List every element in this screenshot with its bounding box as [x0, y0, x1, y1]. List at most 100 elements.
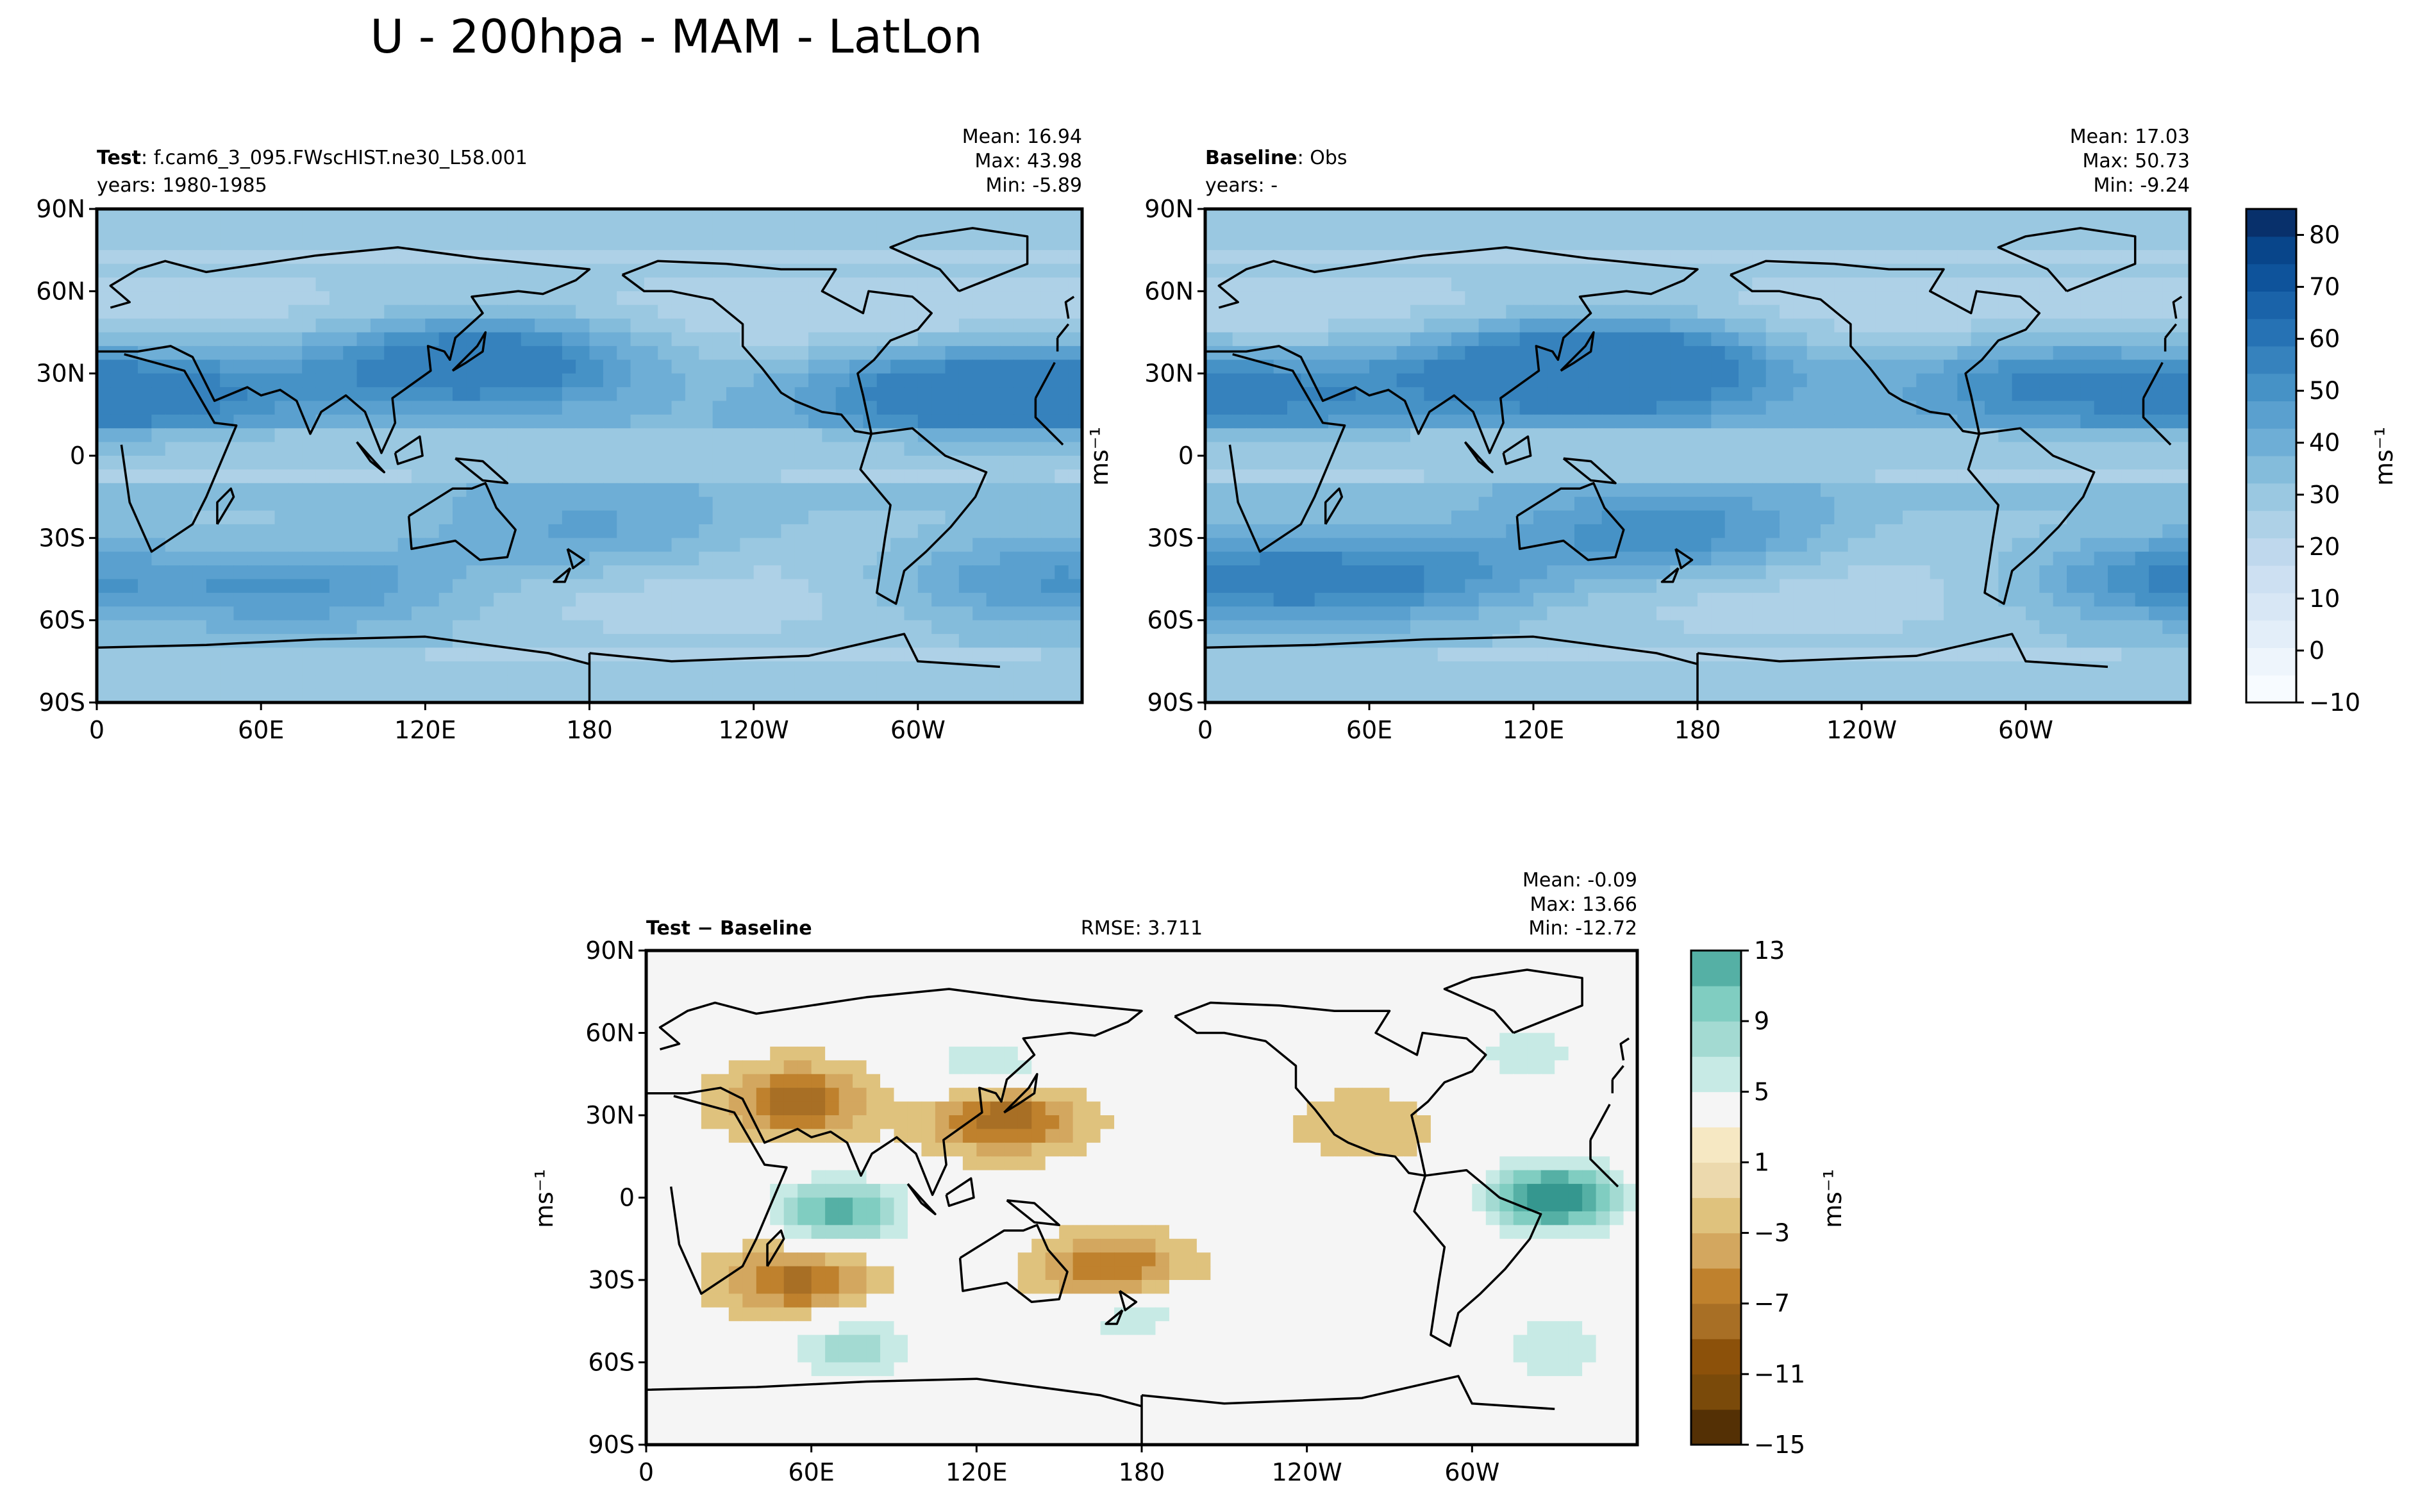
test-field-cell: [521, 415, 535, 429]
baseline-field-cell: [1752, 552, 1766, 566]
baseline-field-cell: [1780, 538, 1794, 552]
baseline-field-cell: [1766, 456, 1780, 470]
test-field-cell: [699, 524, 713, 538]
baseline-field-cell: [1383, 237, 1397, 251]
test-field-cell: [672, 620, 686, 635]
baseline-field-cell: [1479, 565, 1493, 579]
baseline-field-cell: [1246, 620, 1260, 635]
baseline-field-cell: [1479, 552, 1493, 566]
baseline-field-cell: [1698, 291, 1712, 305]
test-field-cell: [1028, 469, 1042, 483]
baseline-field-cell: [1821, 319, 1835, 333]
test-field-cell: [822, 579, 836, 594]
test-field-cell: [658, 593, 672, 607]
test-field-cell: [192, 689, 206, 703]
baseline-field-cell: [1287, 469, 1301, 483]
test-field-cell: [1069, 524, 1083, 538]
baseline-field-cell: [1342, 511, 1356, 525]
baseline-field-cell: [1793, 469, 1807, 483]
baseline-field-cell: [1725, 469, 1739, 483]
test-field-cell: [302, 497, 316, 511]
test-field-cell: [535, 634, 549, 648]
baseline-field-cell: [2135, 401, 2149, 415]
baseline-field-cell: [1424, 264, 1438, 278]
baseline-field-cell: [1848, 209, 1862, 223]
test-field-cell: [275, 579, 289, 594]
baseline-field-cell: [1834, 360, 1848, 374]
baseline-field-cell: [1944, 319, 1958, 333]
test-field-cell: [946, 305, 960, 319]
baseline-field-cell: [2176, 634, 2190, 648]
test-field-cell: [247, 442, 262, 456]
baseline-field-cell: [1848, 565, 1862, 579]
baseline-field-cell: [1711, 222, 1725, 237]
test-field-cell: [288, 442, 303, 456]
test-field-cell: [398, 319, 412, 333]
test-field-cell: [877, 620, 891, 635]
test-field-cell: [1069, 511, 1083, 525]
test-field-cell: [767, 278, 781, 292]
test-field-cell: [535, 237, 549, 251]
baseline-field-cell: [1342, 606, 1356, 620]
baseline-field-cell: [1821, 209, 1835, 223]
test-field-cell: [767, 606, 781, 620]
baseline-field-cell: [1698, 278, 1712, 292]
baseline-field-cell: [1643, 483, 1657, 497]
baseline-field-cell: [1670, 634, 1684, 648]
test-field-cell: [1028, 552, 1042, 566]
baseline-field-cell: [2080, 346, 2094, 360]
test-field-cell: [863, 593, 877, 607]
test-field-cell: [357, 552, 371, 566]
test-field-cell: [466, 237, 480, 251]
test-field-cell: [590, 456, 604, 470]
baseline-field-cell: [1629, 497, 1643, 511]
test-field-cell: [904, 497, 918, 511]
baseline-field-cell: [1711, 237, 1725, 251]
test-field-cell: [836, 620, 850, 635]
baseline-field-cell: [1397, 456, 1411, 470]
test-field-cell: [672, 469, 686, 483]
test-field-cell: [384, 319, 398, 333]
baseline-field-cell: [2121, 606, 2135, 620]
test-field-cell: [987, 346, 1001, 360]
test-field-cell: [987, 374, 1001, 388]
test-field-cell: [808, 387, 822, 401]
test-field-cell: [795, 579, 809, 594]
baseline-field-cell: [1889, 442, 1903, 456]
test-field-cell: [590, 552, 604, 566]
baseline-field-cell: [1492, 538, 1506, 552]
test-field-cell: [1028, 209, 1042, 223]
test-field-cell: [754, 675, 768, 689]
baseline-field-cell: [1629, 346, 1643, 360]
test-field-cell: [192, 428, 206, 442]
baseline-field-cell: [1903, 634, 1917, 648]
test-field-cell: [658, 579, 672, 594]
test-field-cell: [1069, 250, 1083, 264]
test-field-cell: [425, 606, 439, 620]
test-field-cell: [808, 565, 822, 579]
test-field-cell: [808, 634, 822, 648]
test-field-cell: [781, 661, 795, 676]
test-field-cell: [330, 428, 344, 442]
baseline-field-cell: [1821, 606, 1835, 620]
test-field-cell: [412, 565, 426, 579]
baseline-field-cell: [1985, 222, 1999, 237]
test-field-cell: [713, 634, 727, 648]
test-field-cell: [110, 538, 124, 552]
baseline-field-cell: [1301, 579, 1315, 594]
test-field-cell: [822, 387, 836, 401]
test-field-cell: [849, 222, 863, 237]
test-field-cell: [795, 552, 809, 566]
baseline-field-cell: [1205, 620, 1219, 635]
baseline-field-cell: [1219, 222, 1233, 237]
test-field-cell: [357, 469, 371, 483]
test-field-cell: [494, 565, 508, 579]
test-field-cell: [822, 511, 836, 525]
test-field-cell: [603, 593, 617, 607]
test-field-cell: [535, 565, 549, 579]
baseline-field-cell: [1574, 442, 1589, 456]
test-field-cell: [685, 387, 699, 401]
test-field-cell: [165, 511, 179, 525]
baseline-field-cell: [1479, 538, 1493, 552]
baseline-field-cell: [1998, 305, 2012, 319]
